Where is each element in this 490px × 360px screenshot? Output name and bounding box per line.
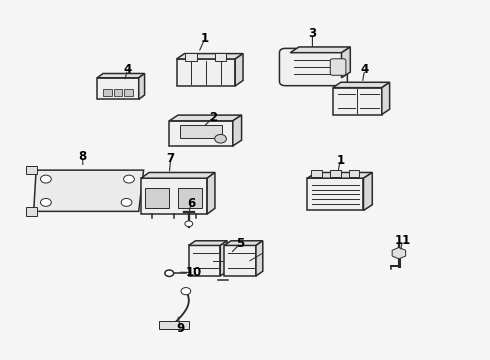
Circle shape — [123, 175, 134, 183]
Polygon shape — [97, 73, 145, 78]
Bar — [215, 53, 226, 61]
Text: 6: 6 — [187, 197, 196, 210]
Polygon shape — [307, 172, 372, 178]
FancyBboxPatch shape — [330, 59, 346, 75]
Text: 5: 5 — [236, 237, 244, 250]
Polygon shape — [220, 241, 227, 276]
Polygon shape — [176, 54, 243, 59]
Polygon shape — [342, 47, 350, 78]
Polygon shape — [169, 115, 242, 121]
Polygon shape — [141, 178, 207, 214]
Polygon shape — [290, 47, 350, 53]
Circle shape — [181, 288, 191, 295]
Polygon shape — [307, 178, 364, 211]
Circle shape — [41, 175, 51, 183]
Bar — [185, 53, 197, 61]
Polygon shape — [392, 247, 406, 259]
Polygon shape — [176, 59, 235, 86]
Bar — [159, 321, 189, 329]
Bar — [103, 89, 112, 96]
Polygon shape — [189, 246, 220, 276]
Circle shape — [215, 134, 226, 143]
Text: 11: 11 — [394, 234, 411, 247]
Bar — [26, 207, 37, 216]
Text: 4: 4 — [123, 63, 132, 76]
Text: 2: 2 — [209, 111, 217, 124]
Polygon shape — [97, 78, 139, 99]
Bar — [180, 125, 221, 139]
Polygon shape — [256, 241, 263, 276]
Polygon shape — [169, 121, 233, 146]
Bar — [146, 188, 169, 208]
Polygon shape — [333, 82, 390, 87]
Text: 9: 9 — [176, 322, 185, 335]
Polygon shape — [364, 172, 372, 211]
Polygon shape — [141, 172, 215, 178]
Polygon shape — [207, 172, 215, 214]
Circle shape — [121, 198, 132, 206]
Bar — [178, 188, 202, 208]
Circle shape — [185, 221, 193, 226]
Text: 4: 4 — [361, 63, 369, 76]
Text: 8: 8 — [79, 150, 87, 163]
Bar — [114, 89, 122, 96]
Text: 10: 10 — [186, 266, 202, 279]
Text: 1: 1 — [201, 32, 209, 45]
Bar — [26, 166, 37, 175]
Polygon shape — [382, 82, 390, 114]
Text: 7: 7 — [167, 152, 175, 165]
Circle shape — [165, 270, 173, 276]
Bar — [330, 170, 341, 177]
FancyBboxPatch shape — [279, 48, 347, 86]
Polygon shape — [224, 246, 256, 276]
Polygon shape — [139, 73, 145, 99]
Circle shape — [41, 198, 51, 206]
Polygon shape — [224, 241, 263, 246]
Polygon shape — [333, 87, 382, 114]
Polygon shape — [235, 54, 243, 86]
Bar — [311, 170, 322, 177]
Polygon shape — [34, 170, 144, 211]
Polygon shape — [233, 115, 242, 146]
Text: 3: 3 — [308, 27, 317, 40]
Text: 1: 1 — [336, 154, 344, 167]
Bar — [124, 89, 133, 96]
Polygon shape — [189, 241, 227, 246]
Bar — [349, 170, 360, 177]
